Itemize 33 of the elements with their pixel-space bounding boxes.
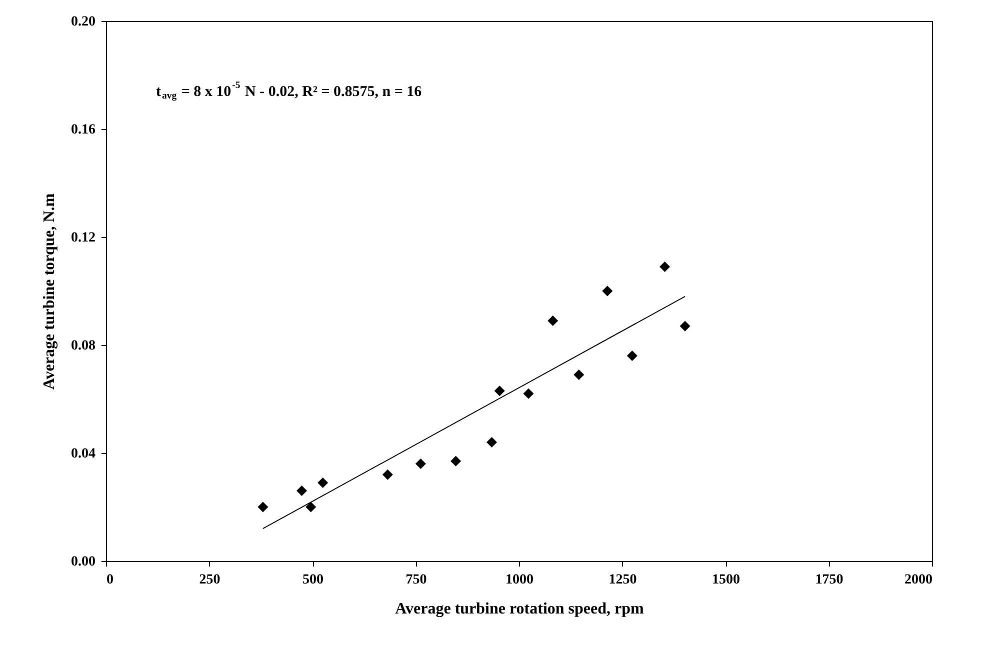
point xyxy=(306,502,316,512)
point xyxy=(450,456,462,466)
x-tick-label: 500 xyxy=(302,572,324,588)
point xyxy=(626,350,638,362)
point xyxy=(296,486,308,496)
y-tick-label: 0.20 xyxy=(71,14,96,30)
y-tick-label: 0.16 xyxy=(71,122,96,138)
x-tick-label: 2000 xyxy=(904,572,932,588)
point xyxy=(318,477,328,488)
y-tick-label: 0.12 xyxy=(71,230,96,246)
x-tick-label: 1000 xyxy=(506,572,534,588)
x-tick-label: 1500 xyxy=(712,572,740,588)
y-tick-label: 0.04 xyxy=(71,446,96,462)
x-tick-label: 1250 xyxy=(608,572,637,588)
point xyxy=(602,286,613,296)
x-tick-label: 250 xyxy=(199,572,220,588)
point xyxy=(415,458,426,470)
point xyxy=(258,502,268,512)
point xyxy=(680,320,690,332)
y-tick-label: 0.00 xyxy=(71,554,96,570)
point xyxy=(382,469,393,480)
point xyxy=(574,369,584,380)
point xyxy=(548,315,558,326)
point xyxy=(523,388,534,399)
point xyxy=(486,436,497,448)
x-tick-label: 0 xyxy=(106,572,114,588)
y-axis-title: Average turbine torque, N.m xyxy=(41,192,58,390)
y-tick-label: 0.08 xyxy=(71,338,96,354)
x-axis-title: Average turbine rotation speed, rpm xyxy=(395,600,645,618)
x-tick-label: 750 xyxy=(406,572,427,588)
point xyxy=(660,261,670,272)
point xyxy=(494,386,505,396)
x-tick-label: 1750 xyxy=(815,572,844,588)
